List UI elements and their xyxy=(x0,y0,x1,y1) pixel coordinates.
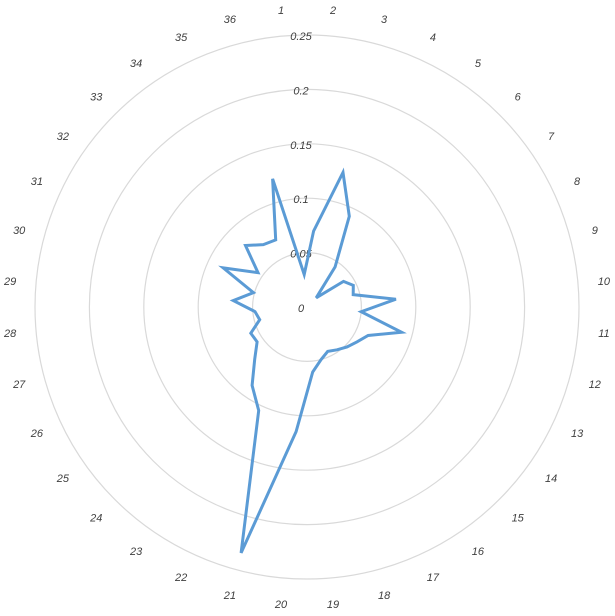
category-label: 5 xyxy=(475,58,482,70)
category-label: 22 xyxy=(174,572,187,584)
grid-ring xyxy=(34,34,580,580)
category-label: 1 xyxy=(278,5,284,17)
category-label: 35 xyxy=(175,32,188,44)
category-label: 21 xyxy=(223,590,236,602)
radial-tick-label: 0.15 xyxy=(290,140,312,152)
radial-tick-label: 0.25 xyxy=(290,31,312,43)
category-label: 17 xyxy=(427,572,440,584)
category-label: 4 xyxy=(430,32,436,44)
category-label: 8 xyxy=(574,176,581,188)
category-label: 28 xyxy=(3,328,17,340)
category-label: 30 xyxy=(13,225,26,237)
grid-ring xyxy=(252,252,363,363)
category-label: 6 xyxy=(515,91,522,103)
radial-tick-label: 0.2 xyxy=(293,85,308,97)
category-label: 34 xyxy=(130,58,142,70)
radial-tick-label: 0 xyxy=(298,303,305,315)
category-label: 7 xyxy=(548,131,555,143)
category-label: 3 xyxy=(381,14,388,26)
grid-ring xyxy=(197,197,417,417)
category-label: 2 xyxy=(329,5,336,17)
grid-ring xyxy=(143,143,471,471)
category-label: 13 xyxy=(571,428,584,440)
category-label: 11 xyxy=(598,328,609,340)
category-label: 27 xyxy=(12,379,26,391)
category-label: 10 xyxy=(598,276,611,288)
series-line xyxy=(218,167,407,554)
category-label: 19 xyxy=(327,599,339,611)
category-label: 12 xyxy=(589,379,601,391)
category-label: 24 xyxy=(89,513,102,525)
radial-tick-label: 0.1 xyxy=(293,194,308,206)
category-label: 36 xyxy=(224,14,237,26)
category-label: 25 xyxy=(56,473,70,485)
category-label: 32 xyxy=(57,131,69,143)
category-label: 29 xyxy=(3,276,16,288)
category-label: 9 xyxy=(592,225,598,237)
category-label: 14 xyxy=(545,473,557,485)
category-label: 33 xyxy=(90,91,103,103)
category-label: 18 xyxy=(378,590,391,602)
category-label: 26 xyxy=(30,428,44,440)
category-label: 20 xyxy=(274,599,288,611)
category-label: 16 xyxy=(472,546,485,558)
category-label: 31 xyxy=(31,176,43,188)
category-label: 23 xyxy=(129,546,143,558)
grid-ring xyxy=(88,88,526,526)
category-label: 15 xyxy=(512,513,525,525)
